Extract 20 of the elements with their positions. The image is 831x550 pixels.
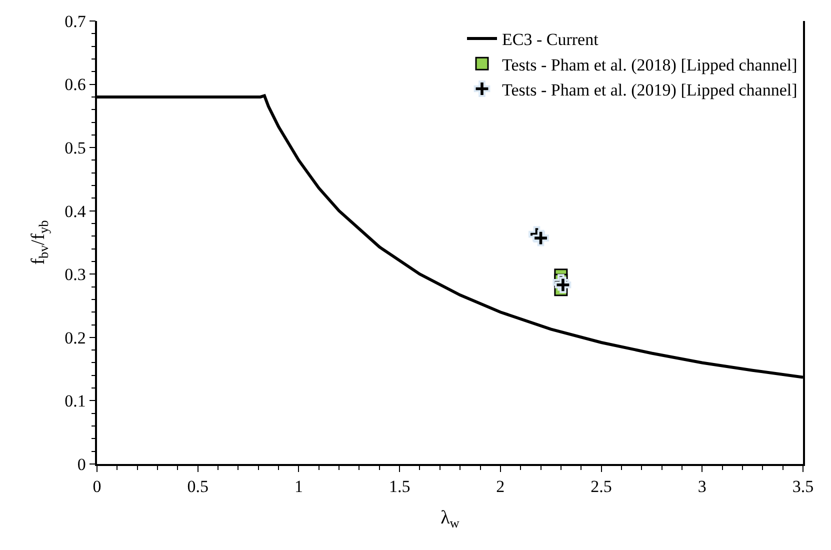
x-tick-label: 0 — [92, 477, 102, 496]
x-tick-label: 1 — [294, 477, 303, 496]
x-tick-label: 1.5 — [388, 477, 410, 496]
x-tick-label: 2.5 — [590, 477, 612, 496]
y-tick-label: 0.2 — [64, 328, 86, 348]
x-tick-label: 3 — [698, 477, 706, 496]
legend-label: Tests - Pham et al. (2018) [Lipped channel] — [502, 55, 798, 74]
y-tick-label: 0.7 — [64, 12, 86, 31]
y-tick-label: 0.6 — [64, 75, 86, 94]
legend-label: Tests - Pham et al. (2019) [Lipped channel] — [502, 80, 798, 100]
y-tick-label: 0 — [77, 454, 86, 474]
x-tick-label: 2 — [496, 477, 505, 496]
y-tick-label: 0.5 — [64, 138, 86, 158]
x-tick-label: 3.5 — [792, 477, 814, 496]
x-tick-label: 0.5 — [187, 477, 208, 496]
y-tick-label: 0.1 — [64, 392, 86, 411]
legend-label: EC3 - Current — [502, 30, 599, 50]
y-tick-label: 0.3 — [64, 265, 86, 284]
y-tick-label: 0.4 — [64, 202, 86, 221]
x-axis-title: λ$_{w}$ — [440, 507, 460, 530]
